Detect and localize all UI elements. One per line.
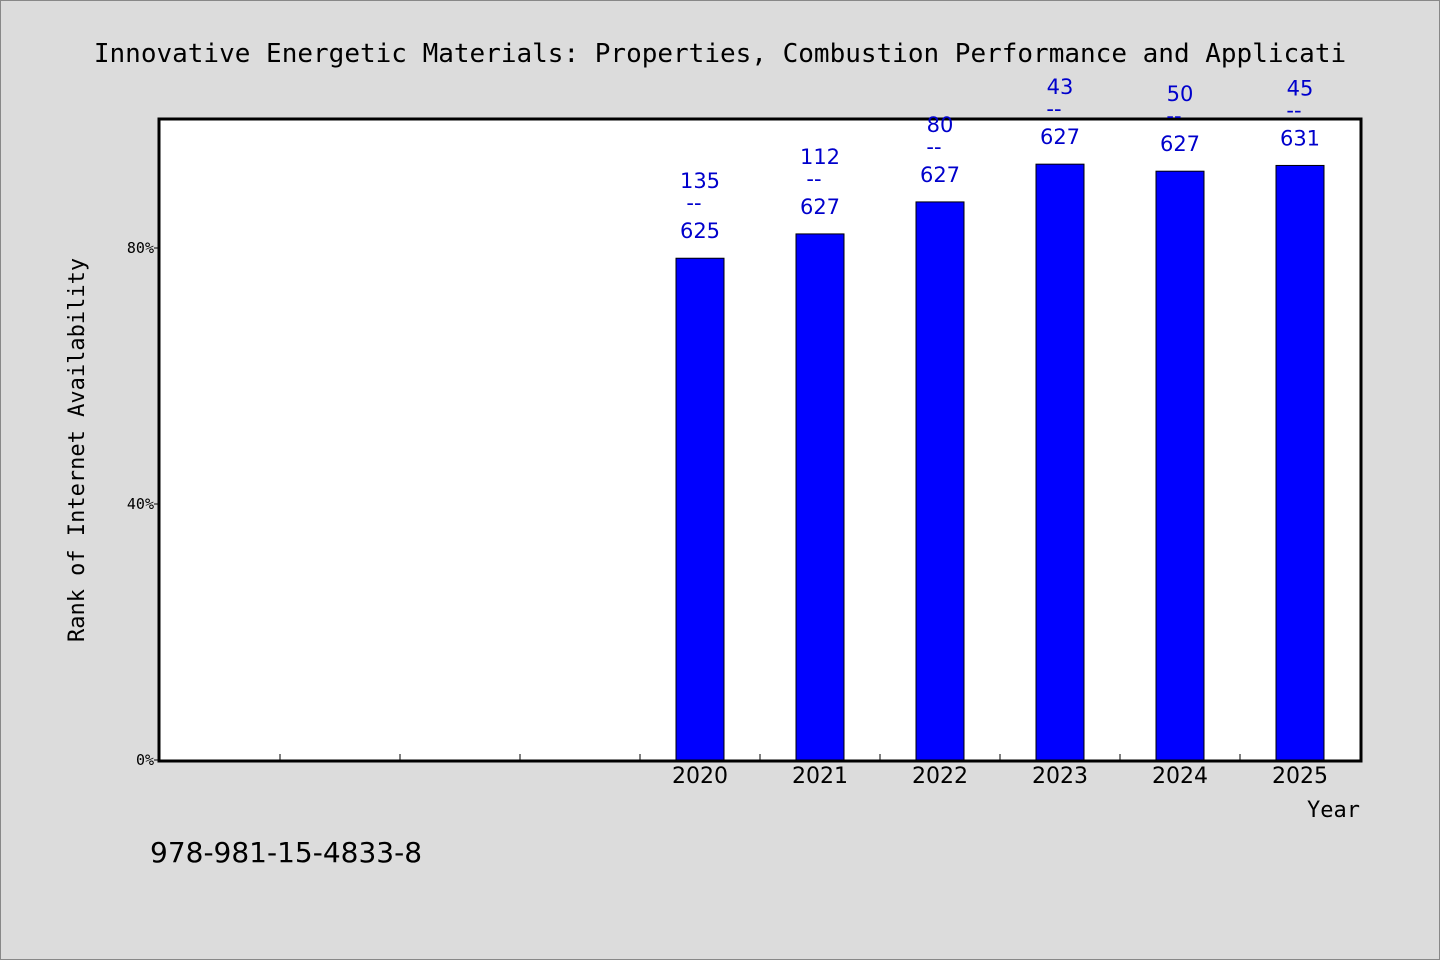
bar [675, 257, 725, 761]
data-label-rank: 50 [1167, 82, 1194, 106]
x-tick-label: 2023 [1032, 764, 1088, 789]
data-label-total: 627 [800, 195, 840, 219]
data-label-rank: 43 [1047, 75, 1074, 99]
data-label-separator: -- [1166, 104, 1181, 128]
data-label-rank: 80 [927, 113, 954, 137]
data-labels-layer: 135--625112--62780--62743--62750--62745-… [680, 75, 1320, 243]
data-label-total: 627 [1040, 125, 1080, 149]
data-label-separator: -- [926, 135, 941, 159]
y-axis-label: Rank of Internet Availability [65, 258, 90, 642]
bar [1275, 164, 1325, 761]
isbn-footer: 978-981-15-4833-8 [150, 836, 423, 869]
y-tick-label: 80% [127, 239, 154, 257]
x-tick-label: 2025 [1272, 764, 1328, 789]
data-label-rank: 45 [1287, 76, 1314, 100]
data-label-rank: 112 [800, 145, 840, 169]
x-axis-label: Year [1307, 798, 1360, 823]
bar [795, 233, 845, 761]
data-label-separator: -- [686, 191, 701, 215]
y-tick-label: 40% [127, 495, 154, 513]
data-label-total: 627 [920, 163, 960, 187]
bar [1035, 163, 1085, 761]
ticks-layer: 0% 40% 80% 2020 2021 2022 2023 2024 2025 [127, 239, 1328, 789]
data-label-separator: -- [1046, 97, 1061, 121]
data-label-separator: -- [1286, 98, 1301, 122]
data-label-rank: 135 [680, 169, 720, 193]
x-tick-label: 2020 [672, 764, 728, 789]
x-tick-label: 2022 [912, 764, 968, 789]
data-label-separator: -- [806, 167, 821, 191]
data-label-total: 627 [1160, 132, 1200, 156]
chart-title: Innovative Energetic Materials: Properti… [94, 39, 1346, 69]
y-tick-label: 0% [136, 751, 154, 769]
bar [915, 201, 965, 761]
data-label-total: 631 [1280, 126, 1320, 150]
x-tick-label: 2021 [792, 764, 848, 789]
bars-layer [675, 163, 1325, 761]
x-tick-label: 2024 [1152, 764, 1208, 789]
bar [1155, 170, 1205, 761]
data-label-total: 625 [680, 219, 720, 243]
